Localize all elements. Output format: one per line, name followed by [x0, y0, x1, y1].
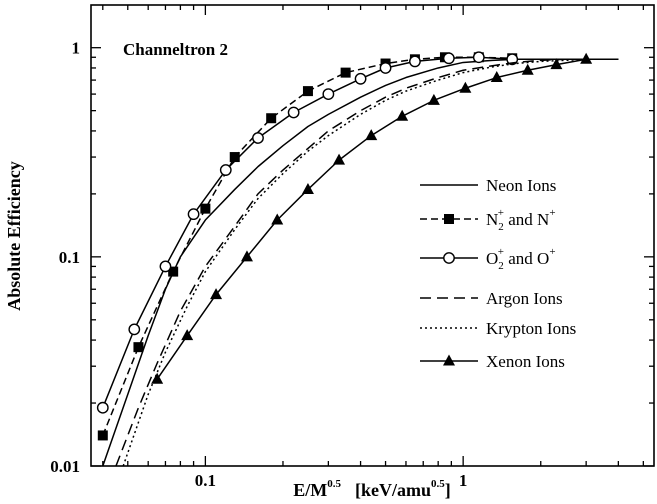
legend-label: N2 + and N+	[486, 207, 556, 233]
legend-label: O2 + and O+	[486, 246, 556, 272]
legend-entry-5: Krypton Ions	[420, 319, 576, 338]
legend-label-part: Neon Ions	[486, 176, 556, 195]
legend-entry-1: Neon Ions	[420, 176, 556, 195]
x-tick-label: 1	[459, 471, 468, 490]
series-2-point	[97, 430, 108, 441]
series-3-point	[472, 51, 485, 64]
series-6-line	[156, 58, 619, 380]
series-3-point	[379, 62, 392, 74]
series-2-point	[266, 113, 277, 124]
series-6-point	[490, 71, 503, 83]
legend-label-part: +	[498, 207, 504, 219]
x-axis-title-units-exp: 0.5	[431, 478, 445, 490]
legend-entry-2: N2 + and N+	[420, 207, 556, 233]
legend-label-part: Argon Ions	[486, 289, 563, 308]
x-axis-title: E/M0.5 [keV/amu0.5]	[293, 478, 451, 499]
legend-label: Neon Ions	[486, 176, 556, 195]
legend-label-part: O	[486, 249, 498, 268]
series-6-point	[181, 329, 194, 341]
series-3-point	[322, 88, 335, 100]
x-axis-title-base: E/M	[293, 480, 327, 499]
series-6-point	[459, 81, 472, 93]
series-2-point	[302, 86, 313, 97]
axis-ticks: 0.1 1 0.01 0.1 1	[50, 5, 654, 490]
y-tick-label: 1	[72, 39, 81, 58]
legend-label-part: 2	[498, 260, 504, 272]
series-3-point	[287, 106, 300, 119]
series-5-line	[122, 58, 619, 466]
series-6-point	[271, 213, 284, 225]
series-6-point	[521, 63, 534, 75]
legend-label-part: Xenon Ions	[486, 352, 565, 371]
series-3-point	[409, 55, 421, 68]
x-axis-title-exp: 0.5	[327, 478, 341, 490]
series-3-point	[96, 401, 109, 414]
series-6-group	[151, 52, 619, 384]
y-tick-label: 0.1	[59, 248, 80, 267]
legend-entry-6: Xenon Ions	[420, 352, 565, 371]
series-6-point	[550, 58, 563, 70]
series-6-point	[396, 109, 409, 121]
series-6-point	[580, 52, 593, 64]
series-3-group	[96, 51, 519, 414]
legend-entry-3: O2 + and O+	[420, 246, 556, 272]
legend-swatch-marker	[443, 252, 455, 264]
legend-label-part: +	[549, 246, 555, 258]
legend-label-part: 2	[498, 221, 504, 233]
series-2-point	[133, 342, 144, 353]
legend-label-part: +	[498, 246, 504, 258]
x-axis-title-units: [keV/amu	[355, 480, 431, 499]
series-layer	[96, 51, 619, 466]
legend-label: Argon Ions	[486, 289, 563, 308]
legend-entry-4: Argon Ions	[420, 289, 563, 308]
series-5-group	[122, 58, 619, 466]
series-6-point	[210, 288, 223, 300]
series-3-point	[354, 72, 367, 85]
legend-swatch-marker	[443, 354, 455, 366]
legend-label-part: N	[486, 210, 498, 229]
legend-label-part: and O	[504, 249, 549, 268]
legend-label-part: Krypton Ions	[486, 319, 576, 338]
series-3-point	[252, 132, 264, 144]
series-2-point	[229, 152, 240, 163]
series-6-point	[240, 250, 253, 262]
series-3-point	[128, 323, 141, 336]
legend-label: Xenon Ions	[486, 352, 565, 371]
y-axis-title: Absolute Efficiency	[4, 161, 24, 310]
series-3-point	[187, 208, 200, 221]
series-2-point	[168, 266, 179, 277]
series-6-point	[333, 153, 346, 165]
series-6-point	[151, 372, 164, 384]
legend-swatch-marker	[444, 214, 454, 224]
series-3-point	[219, 164, 232, 176]
y-tick-label: 0.01	[50, 457, 80, 476]
series-2-point	[340, 67, 351, 78]
plot-frame	[90, 4, 655, 467]
series-2-line	[102, 56, 513, 436]
legend-label-part: +	[549, 207, 555, 219]
x-tick-label: 0.1	[195, 471, 216, 490]
series-4-group	[115, 58, 619, 466]
chart-title: Channeltron 2	[123, 40, 228, 59]
legend-label-part: and N	[504, 210, 549, 229]
legend-label: Krypton Ions	[486, 319, 576, 338]
series-6-point	[365, 129, 378, 141]
series-6-point	[301, 182, 314, 194]
y-axis-title-group: Absolute Efficiency	[4, 161, 24, 310]
series-3-point	[442, 52, 455, 65]
series-2-point	[200, 203, 211, 214]
series-4-line	[115, 58, 619, 466]
x-axis-title-units-close: ]	[445, 480, 451, 499]
series-3-line	[102, 56, 513, 408]
series-6-point	[427, 93, 440, 105]
series-3-point	[159, 260, 172, 273]
